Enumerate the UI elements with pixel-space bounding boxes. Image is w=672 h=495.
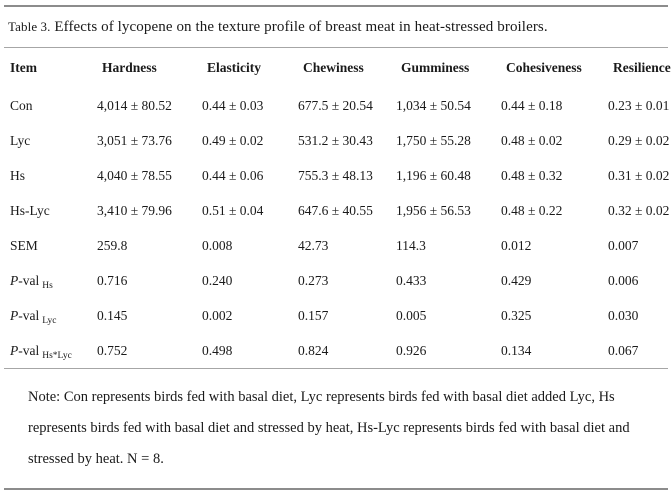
- table-cell: 1,034 ± 50.54: [396, 97, 471, 113]
- table-cell: 0.240: [202, 272, 233, 288]
- table-cell: 755.3 ± 48.13: [298, 167, 373, 183]
- table-row: Lyc 3,051 ± 73.76 0.49 ± 0.02 531.2 ± 30.43…: [10, 123, 672, 158]
- row-label: Hs-Lyc: [10, 202, 50, 218]
- table-cell: 0.008: [202, 237, 233, 253]
- table-cell: 0.716: [97, 272, 128, 288]
- table-cell: 0.012: [501, 237, 532, 253]
- table-cell: 0.926: [396, 342, 427, 358]
- table-cell: 531.2 ± 30.43: [298, 132, 373, 148]
- table-number-label: Table 3.: [8, 19, 51, 34]
- column-header-hardness: Hardness: [102, 60, 157, 75]
- row-label-subscript: Hs*Lyc: [42, 351, 72, 362]
- table-cell: 0.002: [202, 307, 233, 323]
- table-cell: 0.498: [202, 342, 233, 358]
- table-cell: 259.8: [97, 237, 128, 253]
- table-row: Hs-Lyc 3,410 ± 79.96 0.51 ± 0.04 647.6 ± 40…: [10, 193, 672, 228]
- column-header-resilience: Resilience: [613, 60, 671, 75]
- table-cell: 0.433: [396, 272, 427, 288]
- table-cell: 0.824: [298, 342, 329, 358]
- table-cell: 0.325: [501, 307, 532, 323]
- row-label: Lyc: [10, 132, 31, 148]
- table-cell: 0.48 ± 0.32: [501, 167, 563, 183]
- table-cell: 42.73: [298, 237, 329, 253]
- table-cell: 0.23 ± 0.01: [608, 97, 670, 113]
- table-bottom-rule: [4, 368, 668, 369]
- table-cell: 0.48 ± 0.02: [501, 132, 563, 148]
- table-cell: 3,051 ± 73.76: [97, 132, 172, 148]
- row-label: SEM: [10, 237, 38, 253]
- row-label: P-val Hs*Lyc: [10, 342, 72, 362]
- table-cell: 0.145: [97, 307, 128, 323]
- table-row: Con 4,014 ± 80.52 0.44 ± 0.03 677.5 ± 20.54…: [10, 88, 672, 123]
- table-cell: 0.44 ± 0.06: [202, 167, 264, 183]
- table-cell: 0.134: [501, 342, 532, 358]
- table-cell: 0.007: [608, 237, 639, 253]
- table-cell: 0.48 ± 0.22: [501, 202, 563, 218]
- table-cell: 677.5 ± 20.54: [298, 97, 373, 113]
- row-label: P-val Lyc: [10, 307, 57, 327]
- row-label: Con: [10, 97, 33, 113]
- table-cell: 0.429: [501, 272, 532, 288]
- table-cell: 1,196 ± 60.48: [396, 167, 471, 183]
- column-header-cohesiveness: Cohesiveness: [506, 60, 582, 75]
- table-cell: 0.29 ± 0.02: [608, 132, 670, 148]
- column-header-chewiness: Chewiness: [303, 60, 364, 75]
- table-cell: 0.44 ± 0.18: [501, 97, 563, 113]
- table-cell: 4,014 ± 80.52: [97, 97, 172, 113]
- texture-profile-table: Item Hardness Elasticity Chewiness Gumminess…: [10, 48, 672, 368]
- column-header-item: Item: [10, 60, 37, 75]
- table-row: P-val Hs*Lyc 0.752 0.498 0.824 0.926 0.134 0.06…: [10, 333, 672, 368]
- table-cell: 4,040 ± 78.55: [97, 167, 172, 183]
- table-cell: 0.32 ± 0.02: [608, 202, 670, 218]
- table-cell: 0.006: [608, 272, 639, 288]
- table-title-text: Effects of lycopene on the texture profi…: [54, 19, 548, 35]
- table-cell: 0.49 ± 0.02: [202, 132, 264, 148]
- table-row: SEM 259.8 0.008 42.73 114.3 0.012 0.007: [10, 228, 672, 263]
- table-cell: 0.157: [298, 307, 329, 323]
- table-cell: 3,410 ± 79.96: [97, 202, 172, 218]
- column-header-elasticity: Elasticity: [207, 60, 261, 75]
- table-cell: 1,750 ± 55.28: [396, 132, 471, 148]
- caption-divider-rule: [4, 47, 668, 48]
- table-caption: Table 3. Effects of lycopene on the text…: [0, 7, 672, 47]
- row-label-subscript: Lyc: [42, 316, 57, 327]
- table-cell: 0.030: [608, 307, 639, 323]
- table-cell: 1,956 ± 56.53: [396, 202, 471, 218]
- table-cell: 114.3: [396, 237, 426, 253]
- table-cell: 0.31 ± 0.02: [608, 167, 670, 183]
- table-row: Hs 4,040 ± 78.55 0.44 ± 0.06 755.3 ± 48.13 1…: [10, 158, 672, 193]
- table-cell: 0.752: [97, 342, 128, 358]
- table-row: P-val Hs 0.716 0.240 0.273 0.433 0.429 0.006: [10, 263, 672, 298]
- table-cell: 0.44 ± 0.03: [202, 97, 264, 113]
- table-cell: 0.005: [396, 307, 427, 323]
- table-cell: 0.067: [608, 342, 639, 358]
- table-cell: 0.51 ± 0.04: [202, 202, 264, 218]
- table-body: Con 4,014 ± 80.52 0.44 ± 0.03 677.5 ± 20.54…: [10, 88, 672, 368]
- table-cell: 647.6 ± 40.55: [298, 202, 373, 218]
- row-label: Hs: [10, 167, 26, 183]
- bottom-rule: [4, 488, 668, 490]
- top-rule: [4, 5, 668, 7]
- table-head: Item Hardness Elasticity Chewiness Gumminess…: [10, 48, 672, 88]
- header-row: Item Hardness Elasticity Chewiness Gumminess…: [10, 48, 672, 88]
- table-cell: 0.273: [298, 272, 329, 288]
- table-row: P-val Lyc 0.145 0.002 0.157 0.005 0.325 0.030: [10, 298, 672, 333]
- column-header-gumminess: Gumminess: [401, 60, 470, 75]
- row-label: P-val Hs: [10, 272, 53, 292]
- table-note: Note: Con represents birds fed with basa…: [28, 389, 630, 467]
- row-label-subscript: Hs: [42, 281, 53, 292]
